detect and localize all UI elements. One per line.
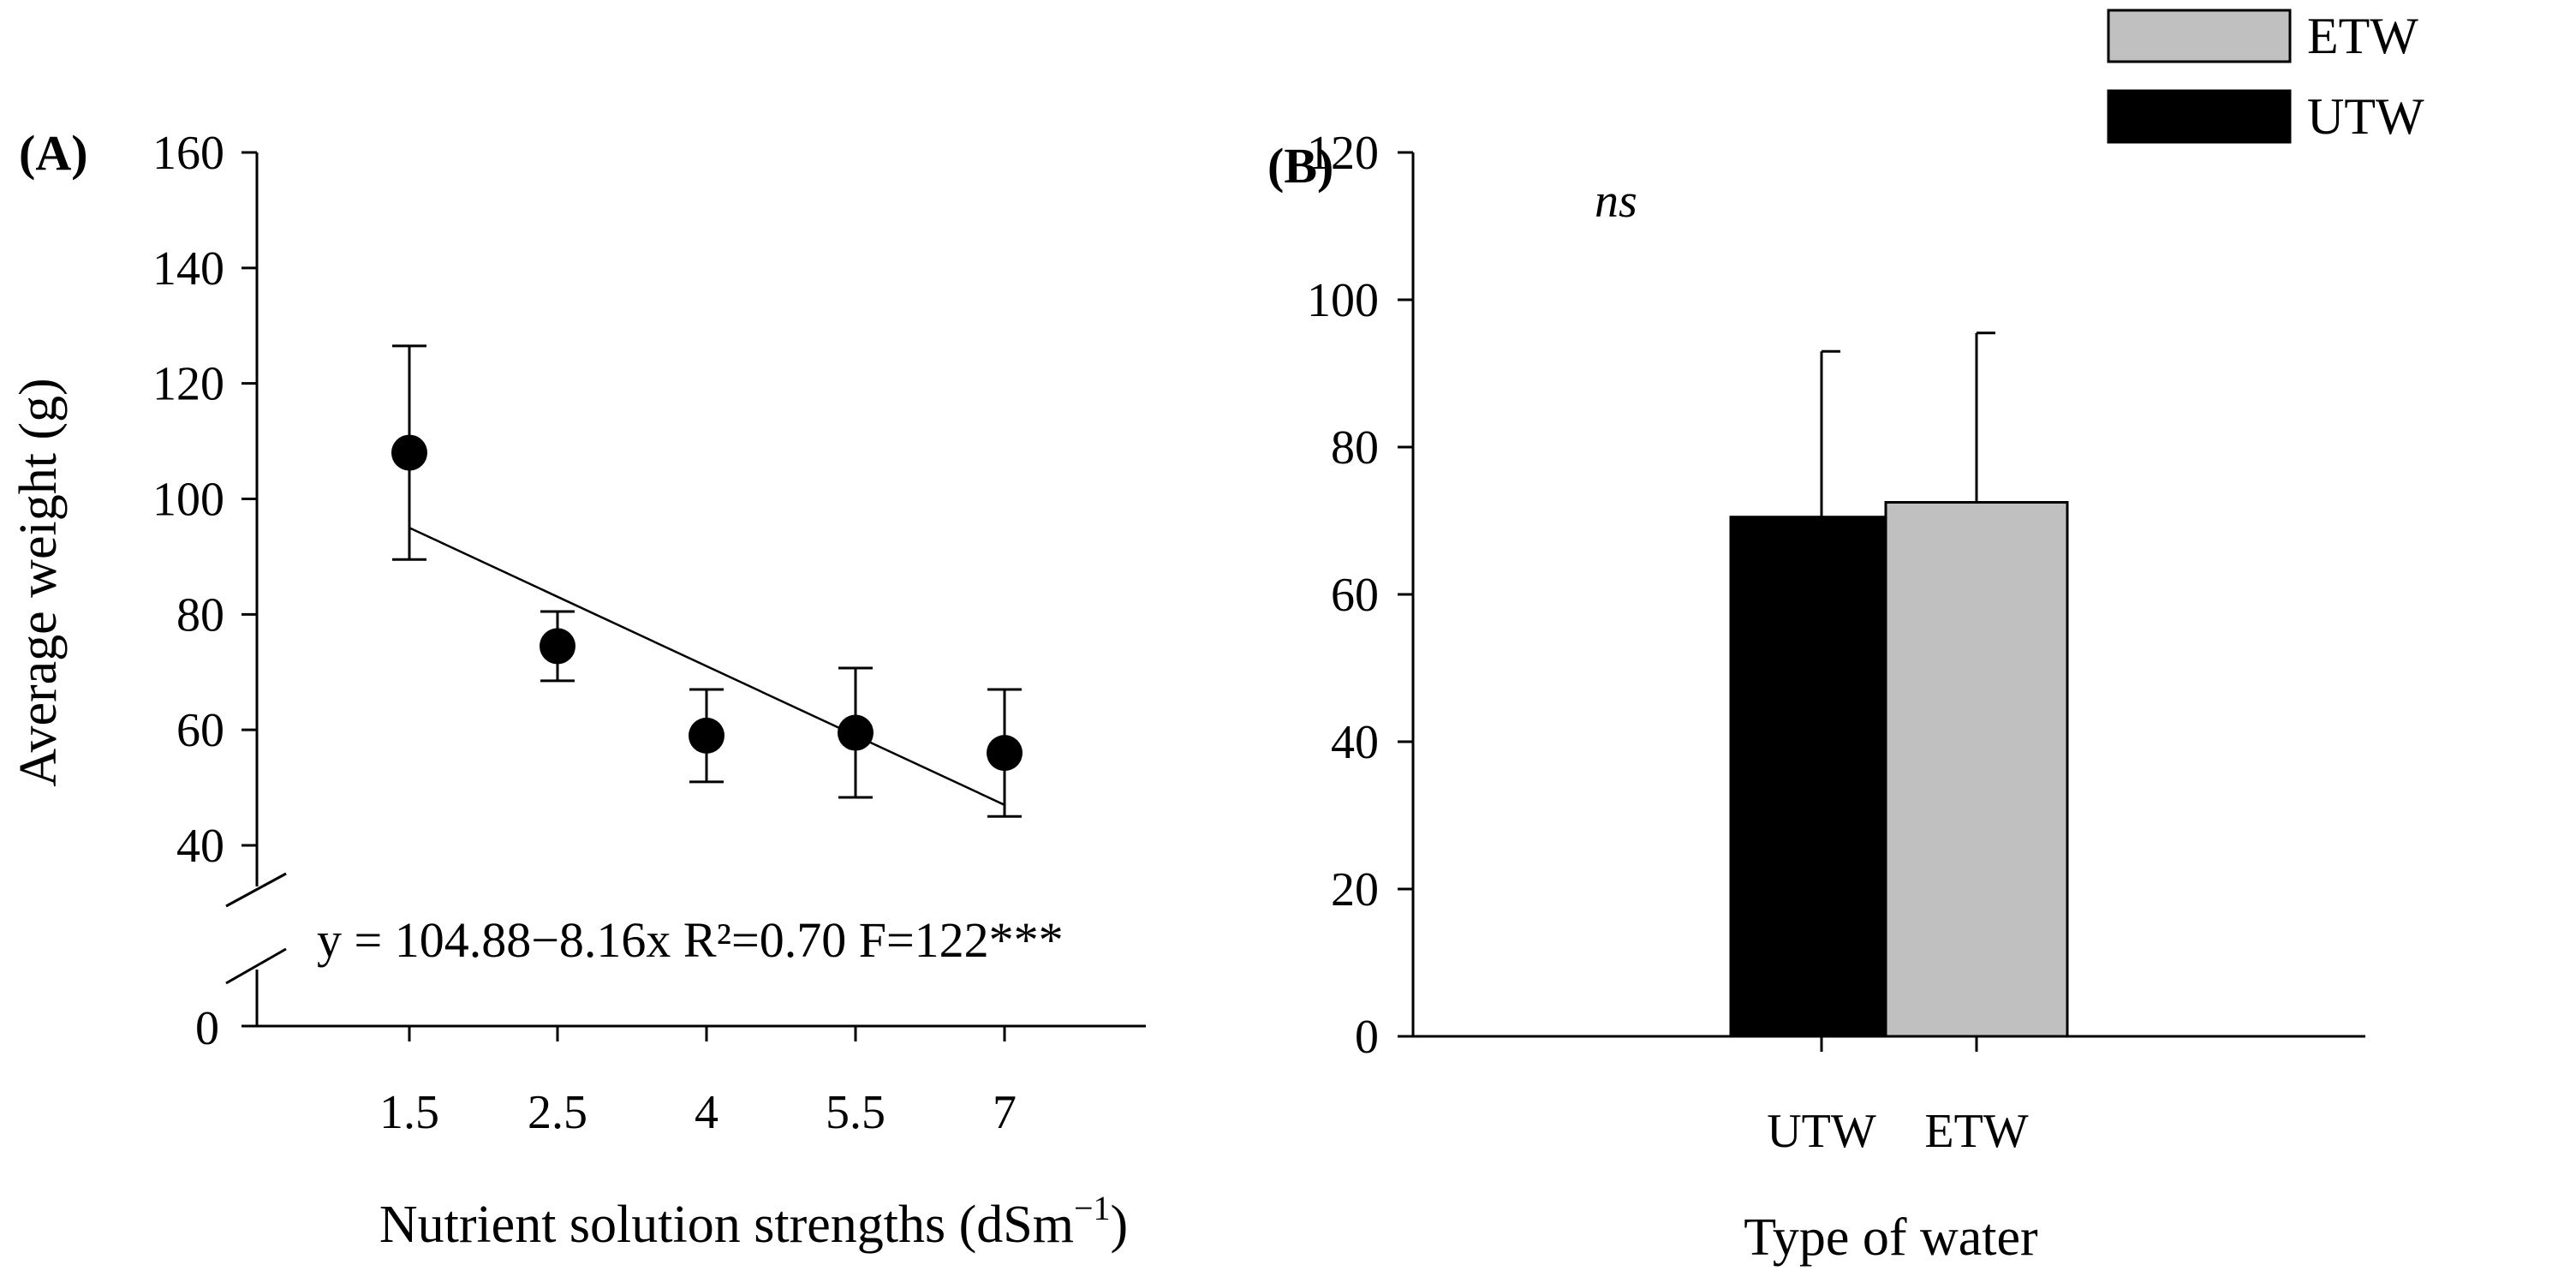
data-point (987, 735, 1023, 772)
data-point (838, 714, 874, 751)
x-tick-label: UTW (1767, 1105, 1876, 1158)
panel-b: (B) ns Type of water 0 20 40 60 80 100 120 UTW E… (1267, 127, 2365, 1267)
regression-line (408, 527, 1005, 806)
legend-label: ETW (2307, 8, 2418, 64)
panel-b-label: (B) (1267, 138, 1333, 194)
y-tick-label: 100 (152, 474, 224, 527)
axis-break-mark (225, 947, 287, 985)
y-tick-label: 60 (176, 704, 224, 757)
y-tick-label-zero: 0 (195, 1002, 219, 1055)
panel-a: (A) Average weight (g) Nutrient solution… (9, 125, 1146, 1254)
legend-swatch-utw (2107, 89, 2292, 144)
data-point (540, 628, 575, 665)
y-tick-label: 120 (152, 358, 224, 411)
panel-a-y-axis-label: Average weight (g) (9, 378, 68, 786)
bar-utw (1729, 516, 1914, 1038)
y-tick-label: 80 (1331, 421, 1379, 474)
x-tick-label: 2.5 (528, 1086, 587, 1139)
x-tick-label: 4 (695, 1086, 719, 1139)
legend-label: UTW (2307, 88, 2424, 145)
y-tick-label: 100 (1307, 274, 1379, 327)
axis-break-mark (225, 872, 287, 908)
significance-annotation: ns (1595, 175, 1637, 228)
legend-swatch-etw (2107, 9, 2292, 63)
x-tick-label: ETW (1924, 1105, 2028, 1158)
x-tick-label: 5.5 (826, 1086, 886, 1139)
bar-etw (1884, 501, 2069, 1038)
y-tick-label: 40 (1331, 716, 1379, 769)
data-point (689, 717, 724, 754)
panel-a-x-axis-label: Nutrient solution strengths (dSm−1) (379, 1189, 1128, 1254)
y-tick-label: 80 (176, 588, 224, 642)
y-tick-label: 60 (1331, 569, 1379, 622)
y-tick-label: 0 (1355, 1011, 1379, 1064)
regression-equation: y = 104.88−8.16x R²=0.70 F=122*** (317, 912, 1064, 968)
panel-b-x-axis-label: Type of water (1744, 1208, 2038, 1267)
legend: ETW UTW (2107, 8, 2424, 145)
panel-a-label: (A) (19, 125, 88, 181)
y-tick-label: 20 (1331, 863, 1379, 916)
x-tick-label: 7 (993, 1086, 1017, 1139)
y-tick-label: 140 (152, 242, 224, 295)
y-tick-label: 160 (152, 127, 224, 180)
data-point (391, 434, 427, 471)
y-tick-label: 120 (1307, 127, 1379, 180)
y-tick-label: 40 (176, 820, 224, 873)
x-tick-label: 1.5 (379, 1086, 439, 1139)
